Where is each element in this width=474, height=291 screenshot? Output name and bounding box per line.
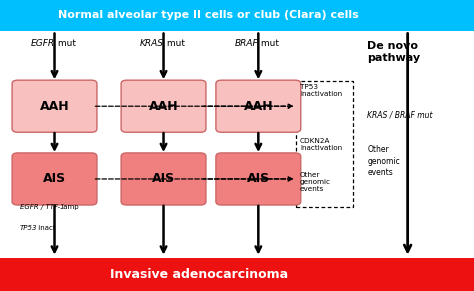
Text: TP53
inactivation: TP53 inactivation — [300, 84, 342, 97]
Text: AAH: AAH — [149, 100, 178, 113]
Text: EGFR: EGFR — [30, 39, 55, 48]
Text: AAH: AAH — [40, 100, 69, 113]
FancyBboxPatch shape — [0, 0, 474, 31]
Text: mut: mut — [258, 39, 279, 48]
FancyBboxPatch shape — [12, 80, 97, 132]
Text: Other
genomic
events: Other genomic events — [367, 146, 400, 177]
Text: TP53: TP53 — [20, 225, 37, 231]
Text: BRAF: BRAF — [235, 39, 258, 48]
FancyBboxPatch shape — [121, 80, 206, 132]
Text: De novo
pathway: De novo pathway — [367, 41, 420, 63]
Text: Invasive adenocarcinoma: Invasive adenocarcinoma — [110, 268, 288, 281]
Text: mut: mut — [164, 39, 184, 48]
Text: KRAS / BRAF mut: KRAS / BRAF mut — [367, 111, 433, 120]
Text: AIS: AIS — [247, 173, 270, 185]
Text: Normal alveolar type II cells or club (Clara) cells: Normal alveolar type II cells or club (C… — [58, 10, 359, 20]
Text: AIS: AIS — [43, 173, 66, 185]
Text: inact: inact — [36, 225, 55, 231]
Text: KRAS: KRAS — [139, 39, 164, 48]
FancyBboxPatch shape — [0, 258, 474, 291]
Text: Other
genomic
events: Other genomic events — [300, 172, 331, 192]
FancyBboxPatch shape — [121, 153, 206, 205]
FancyBboxPatch shape — [12, 153, 97, 205]
Text: EGFR / TTF-1: EGFR / TTF-1 — [20, 204, 65, 210]
Text: AIS: AIS — [152, 173, 175, 185]
Text: AAH: AAH — [244, 100, 273, 113]
FancyBboxPatch shape — [216, 153, 301, 205]
Text: amp: amp — [62, 204, 79, 210]
Text: mut: mut — [55, 39, 75, 48]
FancyBboxPatch shape — [216, 80, 301, 132]
Text: CDKN2A
inactivation: CDKN2A inactivation — [300, 138, 342, 151]
